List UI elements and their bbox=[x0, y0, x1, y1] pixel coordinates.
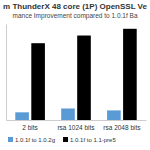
y-axis bbox=[6, 25, 7, 121]
legend-label: 1.0.1f to 1.1-pre5 bbox=[70, 137, 116, 143]
x-tick-label: rsa 2048 bits bbox=[103, 124, 141, 131]
bar bbox=[15, 112, 29, 120]
title: m ThunderX 48 core (1P) OpenSSL Ve bbox=[3, 2, 147, 11]
legend-swatch bbox=[63, 137, 68, 142]
x-axis: 2 bits rsa 1024 bits rsa 2048 bits bbox=[7, 120, 147, 131]
bars bbox=[15, 29, 136, 120]
plot: 2 bits rsa 1024 bits rsa 2048 bits bbox=[7, 25, 147, 132]
x-axis-line bbox=[7, 120, 147, 121]
legend: 1.0.1f to 1.0.2g 1.0.1f to 1.1-pre5 bbox=[8, 137, 116, 143]
legend-item: 1.0.1f to 1.0.2g bbox=[8, 137, 55, 143]
legend-label: 1.0.1f to 1.0.2g bbox=[15, 137, 55, 143]
legend-swatch bbox=[8, 137, 13, 142]
subtitle: mance Improvement compared to 1.0.1f Ba bbox=[12, 12, 137, 20]
x-tick-label: 2 bits bbox=[22, 124, 38, 131]
bar bbox=[123, 29, 137, 120]
x-tick: rsa 1024 bits bbox=[57, 120, 95, 131]
x-tick-label: rsa 1024 bits bbox=[57, 124, 95, 131]
legend-item: 1.0.1f to 1.1-pre5 bbox=[63, 137, 116, 143]
bar bbox=[107, 110, 121, 120]
bar bbox=[31, 43, 45, 120]
y-axis-line bbox=[6, 25, 7, 121]
x-tick: rsa 2048 bits bbox=[103, 120, 141, 131]
bar bbox=[77, 36, 91, 120]
bar bbox=[61, 108, 75, 120]
x-tick: 2 bits bbox=[22, 120, 38, 131]
chart: m ThunderX 48 core (1P) OpenSSL Vemance … bbox=[0, 0, 150, 150]
